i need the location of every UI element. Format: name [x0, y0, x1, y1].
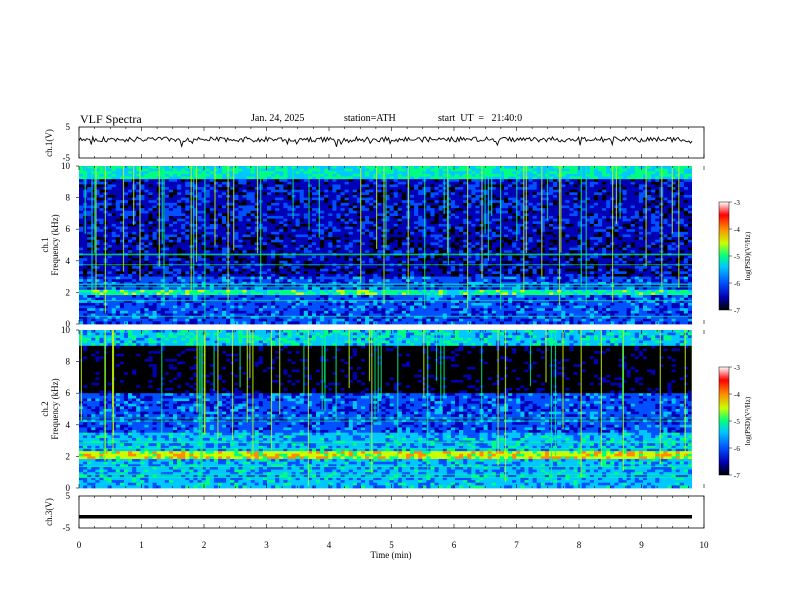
x-tick-label: 5	[389, 540, 394, 550]
y-tick-label: 0	[66, 483, 71, 493]
y-tick-label: 4	[66, 420, 71, 430]
x-tick-label: 8	[577, 540, 582, 550]
x-tick-label: 7	[514, 540, 519, 550]
y-tick-label: 2	[66, 451, 71, 461]
x-tick-label: 2	[202, 540, 207, 550]
ch2-colorbar: -3 -4 -5 -6 -7 log(PSD)(V²/Hz)	[718, 364, 752, 480]
y-tick-label: 10	[61, 325, 71, 335]
x-tick-label: 3	[264, 540, 269, 550]
ch1-colorbar-label: log(PSD)(V²/Hz)	[744, 231, 752, 280]
y-tick-label: -5	[63, 153, 71, 163]
y-tick-label: 5	[66, 491, 71, 501]
colorbar-tick-label: -7	[734, 472, 740, 480]
ch2-spectrogram-ylabel-channel: ch.2	[40, 401, 50, 416]
x-tick-label: 4	[327, 540, 332, 550]
ch1-spectrogram-ylabel-channel: ch.1	[40, 237, 50, 252]
y-tick-label: 4	[66, 256, 71, 266]
ch3-waveform-ylabel: ch.3(V)	[44, 498, 54, 526]
ch1-spectrogram-ylabel-freq: Frequency (kHz)	[50, 214, 60, 275]
ch2-colorbar-label: log(PSD)(V²/Hz)	[744, 396, 752, 445]
y-tick-label: 8	[66, 357, 71, 367]
y-tick-label: 0	[66, 319, 71, 329]
y-tick-label: 5	[66, 122, 71, 132]
y-tick-label: -5	[63, 523, 71, 533]
colorbar-tick-label: -3	[734, 199, 740, 207]
ch2-spectrogram	[79, 330, 704, 489]
x-tick-label: 9	[639, 540, 644, 550]
x-tick-label: 6	[452, 540, 457, 550]
ch1-waveform-line	[78, 135, 693, 149]
colorbar-tick-label: -6	[734, 280, 740, 288]
start-time-label: start UT = 21:40:0	[438, 113, 523, 124]
y-tick-label: 10	[61, 161, 71, 171]
x-tick-label: 0	[77, 540, 82, 550]
station-label: station=ATH	[344, 113, 396, 124]
date-label: Jan. 24, 2025	[251, 113, 305, 124]
ch1-spectrogram	[79, 166, 704, 325]
y-tick-label: 6	[66, 224, 71, 234]
y-tick-label: 6	[66, 388, 71, 398]
colorbar-tick-label: -4	[734, 226, 740, 234]
colorbar-tick-label: -7	[734, 307, 740, 315]
x-tick-label: 1	[139, 540, 144, 550]
colorbar-tick-label: -5	[734, 418, 740, 426]
colorbar-tick-label: -3	[734, 364, 740, 372]
ch3-waveform-frame	[78, 495, 705, 529]
y-tick-label: 8	[66, 193, 71, 203]
colorbar-tick-label: -6	[734, 445, 740, 453]
y-tick-label: 2	[66, 287, 71, 297]
ch1-waveform-ylabel: ch.1(V)	[44, 129, 54, 157]
x-tick-label: 10	[700, 540, 710, 550]
colorbar-tick-label: -5	[734, 253, 740, 261]
ch1-colorbar: -3 -4 -5 -6 -7 log(PSD)(V²/Hz)	[718, 199, 752, 315]
colorbar-tick-label: -4	[734, 391, 740, 399]
x-axis-label: Time (min)	[371, 550, 412, 560]
ch1-waveform-frame	[78, 126, 705, 159]
ch2-spectrogram-ylabel-freq: Frequency (kHz)	[50, 378, 60, 439]
figure-title: VLF Spectra	[80, 112, 142, 126]
